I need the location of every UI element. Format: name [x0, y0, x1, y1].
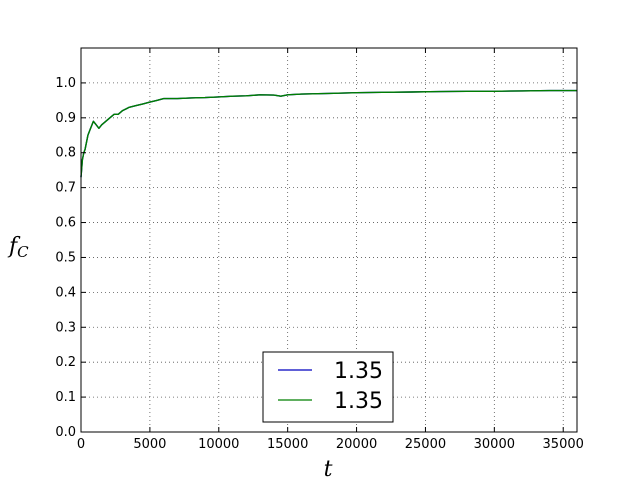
y-tick-label: 0.9 [55, 111, 76, 126]
x-tick-label: 25000 [405, 437, 446, 452]
series-lines [80, 89, 577, 178]
y-tick-label: 0.3 [55, 320, 76, 335]
y-tick-label: 0.8 [55, 146, 76, 161]
y-tick-label: 0.1 [55, 390, 76, 405]
y-tick-label: 0.2 [55, 355, 76, 370]
x-tick-label: 30000 [474, 437, 515, 452]
x-tick-label: 35000 [543, 437, 584, 452]
x-tick-label: 20000 [336, 437, 377, 452]
x-tick-label: 10000 [198, 437, 239, 452]
series-line-2 [80, 89, 577, 178]
x-tick-label: 15000 [267, 437, 308, 452]
axis-ticks: 0 5000 10000 15000 20000 25000 30000 35000 0.0 0.… [55, 48, 584, 452]
plot-frame [80, 47, 578, 433]
x-tick-label: 5000 [133, 437, 166, 452]
legend-box [262, 351, 394, 423]
legend-label-series-1: 1.35 [334, 359, 383, 384]
y-axis-label-subscript: C [17, 243, 29, 261]
y-tick-label: 0.5 [55, 250, 76, 265]
y-tick-label: 0.0 [55, 425, 76, 440]
x-tick-label: 0 [77, 437, 85, 452]
y-tick-label: 0.7 [55, 181, 76, 196]
y-tick-label: 0.4 [55, 285, 76, 300]
x-axis-label: t [324, 457, 333, 480]
legend: 1.35 1.35 [262, 351, 394, 423]
legend-label-series-2: 1.35 [334, 389, 383, 414]
y-tick-label: 1.0 [55, 76, 76, 91]
y-tick-label: 0.6 [55, 216, 76, 231]
